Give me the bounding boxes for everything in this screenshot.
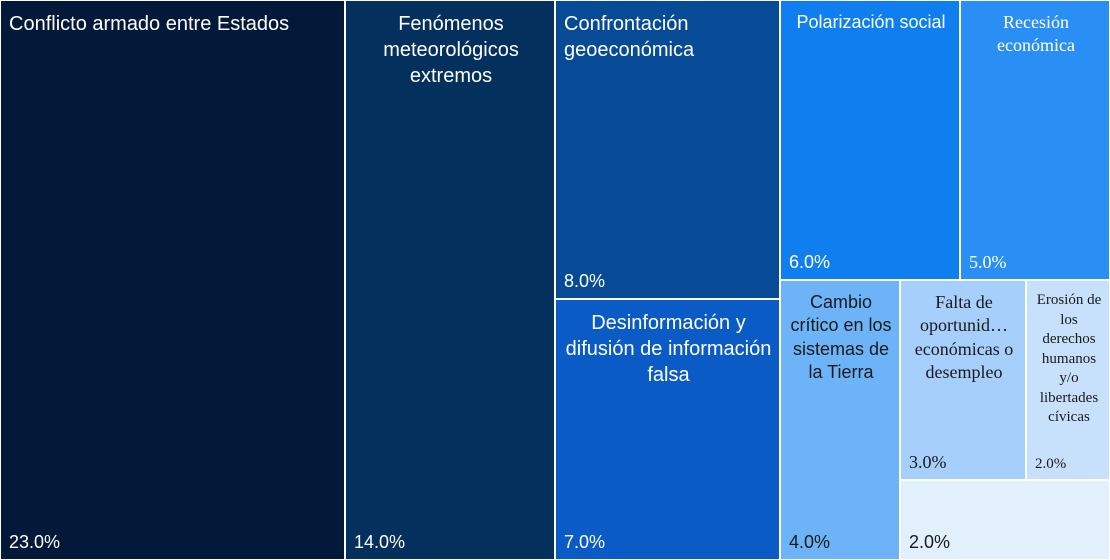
cell-value: 2.0% bbox=[909, 532, 951, 552]
treemap-cell: Polarización social 6.0% bbox=[780, 0, 960, 280]
treemap-cell: Conflicto armado entre Estados 23.0% bbox=[0, 0, 345, 560]
cell-value: 6.0% bbox=[789, 252, 831, 272]
cell-value: 5.0% bbox=[969, 252, 1007, 272]
cell-label: Falta de oportunid… económicas o desempl… bbox=[914, 292, 1014, 383]
treemap-cell: Recesión económica 5.0% bbox=[960, 0, 1110, 280]
cell-value: 7.0% bbox=[564, 531, 606, 552]
treemap-cell: Falta de oportunid… económicas o desempl… bbox=[900, 280, 1026, 480]
cell-label: Fenómenos meteorológicos extremos bbox=[383, 13, 519, 87]
cell-value: 4.0% bbox=[789, 532, 831, 552]
treemap-cell: 2.0% bbox=[900, 480, 1110, 560]
cell-value: 8.0% bbox=[564, 270, 606, 291]
cell-value: 14.0% bbox=[354, 532, 406, 552]
cell-label: Conflicto armado entre Estados bbox=[9, 13, 290, 35]
cell-value: 23.0% bbox=[9, 532, 61, 552]
cell-label: Erosión de los derechos humanos y/o libe… bbox=[1036, 292, 1102, 425]
cell-label: Recesión económica bbox=[997, 12, 1075, 56]
cell-label: Cambio crítico en los sistemas de la Tie… bbox=[790, 292, 892, 383]
treemap-cell: Fenómenos meteorológicos extremos 14.0% bbox=[345, 0, 555, 560]
treemap-cell: Desinformación y difusión de información… bbox=[555, 298, 780, 560]
cell-value: 3.0% bbox=[909, 452, 947, 472]
cell-label: Confrontación geoeconómica bbox=[564, 13, 695, 61]
cell-value: 2.0% bbox=[1035, 456, 1067, 472]
treemap-cell: Erosión de los derechos humanos y/o libe… bbox=[1026, 280, 1110, 480]
treemap-cell: Cambio crítico en los sistemas de la Tie… bbox=[780, 280, 900, 560]
treemap-cell: Confrontación geoeconómica 8.0% bbox=[555, 0, 780, 299]
cell-label: Desinformación y difusión de información… bbox=[565, 311, 772, 386]
cell-label: Polarización social bbox=[796, 12, 946, 32]
